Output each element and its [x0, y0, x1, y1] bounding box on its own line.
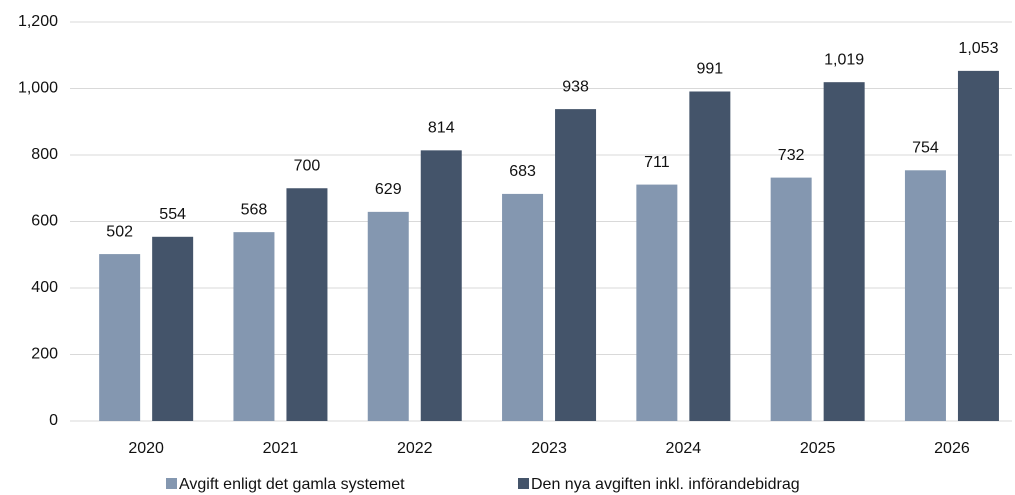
x-tick-label: 2023 — [531, 440, 567, 457]
value-label: 732 — [778, 147, 805, 164]
legend-swatch — [518, 478, 529, 489]
legend-label: Avgift enligt det gamla systemet — [179, 476, 405, 493]
bar — [904, 170, 946, 421]
value-label: 502 — [106, 223, 133, 240]
value-label: 991 — [696, 61, 723, 78]
bar — [367, 211, 409, 421]
value-label: 629 — [375, 181, 402, 198]
bar — [689, 91, 731, 422]
y-tick-label: 600 — [31, 213, 58, 230]
x-tick-label: 2021 — [263, 440, 299, 457]
y-tick-label: 200 — [31, 346, 58, 363]
bar — [823, 82, 865, 422]
value-label: 554 — [159, 206, 186, 223]
value-label: 683 — [509, 163, 536, 180]
y-tick-label: 400 — [31, 279, 58, 296]
value-label: 1,019 — [824, 51, 864, 68]
bar — [502, 193, 544, 421]
y-tick-label: 0 — [49, 412, 58, 429]
value-label: 700 — [294, 157, 321, 174]
value-label: 1,053 — [958, 40, 998, 57]
bar — [233, 232, 275, 421]
y-tick-label: 1,000 — [18, 80, 58, 97]
x-tick-label: 2025 — [800, 440, 836, 457]
x-tick-label: 2022 — [397, 440, 433, 457]
x-tick-label: 2026 — [934, 440, 970, 457]
bar — [636, 184, 678, 421]
bar — [770, 177, 812, 421]
value-label: 711 — [644, 154, 670, 171]
bar — [152, 236, 194, 421]
value-label: 568 — [241, 201, 268, 218]
legend-swatch — [166, 478, 177, 489]
bar — [420, 150, 462, 421]
x-tick-label: 2024 — [666, 440, 702, 457]
value-label: 754 — [912, 140, 939, 157]
y-tick-label: 1,200 — [18, 13, 58, 30]
value-label: 938 — [562, 78, 589, 95]
legend-label: Den nya avgiften inkl. införandebidrag — [531, 476, 800, 493]
value-label: 814 — [428, 120, 455, 137]
bar — [286, 188, 328, 421]
bar — [99, 254, 141, 421]
bar — [555, 109, 597, 422]
y-tick-label: 800 — [31, 146, 58, 163]
bar — [957, 70, 999, 421]
x-tick-label: 2020 — [128, 440, 164, 457]
